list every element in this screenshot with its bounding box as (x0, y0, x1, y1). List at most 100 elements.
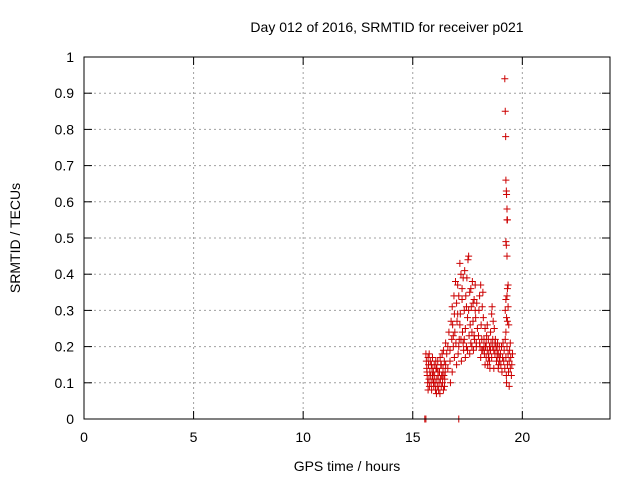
data-point (493, 346, 501, 354)
data-point (482, 339, 490, 347)
data-point (477, 281, 485, 289)
data-point (468, 328, 476, 336)
data-point (497, 361, 505, 369)
data-point (501, 335, 509, 343)
data-point (463, 274, 471, 282)
data-point (502, 176, 510, 184)
data-point (461, 353, 469, 361)
data-point (433, 364, 441, 372)
data-point (501, 75, 509, 83)
data-point (502, 328, 510, 336)
data-point (427, 361, 435, 369)
data-point (505, 382, 513, 390)
data-point (473, 325, 481, 332)
x-tick-label: 20 (515, 429, 531, 445)
data-point (503, 314, 511, 322)
data-point (469, 299, 477, 307)
data-point (483, 321, 491, 329)
data-point (488, 310, 496, 318)
data-point (504, 303, 512, 311)
data-point (469, 317, 477, 325)
data-point (498, 368, 506, 376)
data-point (505, 368, 513, 376)
data-point (507, 353, 515, 361)
data-point (468, 343, 476, 351)
data-point (481, 325, 489, 332)
data-point (489, 343, 497, 351)
data-point (469, 346, 477, 354)
data-point (458, 296, 466, 304)
data-point (460, 335, 468, 343)
data-point (436, 353, 444, 361)
data-point (504, 281, 512, 289)
data-point (508, 350, 516, 358)
data-point (503, 216, 511, 224)
data-point (442, 339, 450, 347)
data-point (453, 361, 461, 369)
data-point (462, 303, 470, 311)
data-point (465, 252, 473, 260)
data-point (490, 325, 498, 332)
y-tick-label: 1 (66, 49, 74, 65)
data-point (451, 328, 459, 336)
x-axis-title: GPS time / hours (294, 458, 401, 474)
data-point (479, 288, 487, 296)
data-point (444, 364, 452, 372)
data-point (487, 328, 495, 336)
data-point (503, 292, 511, 300)
data-point (475, 306, 483, 314)
data-point (478, 303, 486, 311)
data-point (477, 353, 485, 361)
data-point (453, 317, 461, 325)
data-point (457, 270, 465, 278)
data-point (503, 285, 511, 293)
data-point (425, 350, 433, 358)
data-point (503, 191, 511, 199)
data-point (475, 332, 482, 340)
y-tick-label: 0.6 (55, 194, 75, 210)
data-point (502, 133, 510, 141)
data-point (503, 205, 511, 213)
chart-title: Day 012 of 2016, SRMTID for receiver p02… (250, 19, 523, 35)
data-point (496, 350, 504, 358)
data-point (461, 267, 469, 275)
data-point (439, 386, 447, 394)
y-tick-label: 0.5 (55, 230, 75, 246)
y-tick-label: 0.3 (55, 302, 75, 318)
data-point (432, 357, 440, 365)
data-point (456, 259, 464, 267)
data-point (467, 285, 475, 293)
data-point (488, 303, 496, 311)
data-point (462, 292, 470, 300)
data-point (470, 296, 478, 304)
x-tick-label: 0 (80, 429, 88, 445)
data-point (502, 241, 510, 249)
data-point (505, 321, 513, 329)
data-point (506, 364, 514, 372)
data-point (507, 372, 515, 380)
data-point (441, 375, 449, 383)
data-point (476, 292, 484, 300)
data-point (455, 292, 463, 300)
data-point (464, 346, 472, 354)
data-point (487, 346, 495, 354)
data-point (501, 107, 509, 115)
axis-ticks (83, 56, 610, 420)
data-point (437, 361, 445, 369)
data-point (502, 296, 510, 304)
data-point (439, 379, 447, 387)
data-point (479, 314, 487, 322)
data-point (506, 339, 514, 347)
data-point (446, 379, 454, 387)
data-point (489, 317, 497, 325)
data-point (428, 353, 436, 361)
data-point (506, 346, 514, 354)
y-tick-label: 0.4 (55, 266, 75, 282)
data-point (503, 317, 511, 325)
data-point (472, 314, 480, 322)
data-point (454, 350, 462, 358)
data-point (499, 339, 507, 347)
data-points (421, 75, 516, 423)
data-point (457, 357, 465, 365)
data-point (441, 382, 449, 390)
